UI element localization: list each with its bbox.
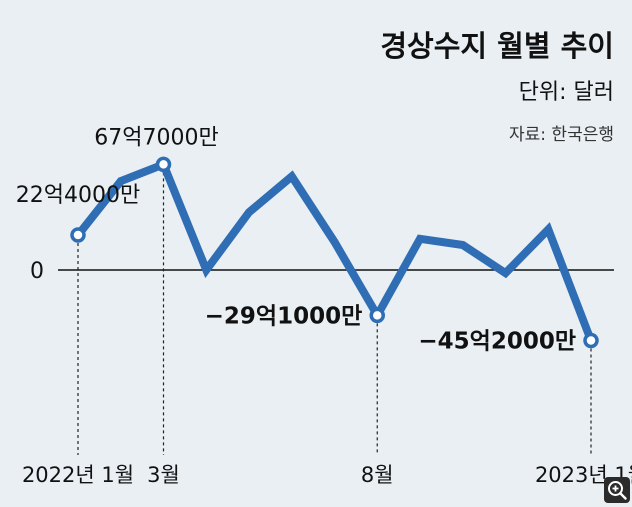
zero-axis-label: 0 <box>30 259 44 284</box>
x-tick-label: 3월 <box>147 463 180 487</box>
data-label: −45억2000만 <box>418 329 576 355</box>
data-point <box>155 156 172 173</box>
chart-unit: 단위: 달러 <box>519 80 614 105</box>
data-point <box>70 227 86 243</box>
data-point <box>369 307 385 324</box>
data-point <box>583 332 599 349</box>
data-label: 67억7000만 <box>94 125 218 150</box>
x-tick-label: 2022년 1월 <box>22 463 134 487</box>
chart-source: 자료: 한국은행 <box>509 125 614 145</box>
data-label: 22억4000만 <box>16 183 140 208</box>
chart-title: 경상수지 월별 추이 <box>380 29 614 63</box>
x-tick-label: 8월 <box>361 463 394 487</box>
zoom-icon[interactable] <box>604 477 630 503</box>
data-label: −29억1000만 <box>205 303 363 329</box>
